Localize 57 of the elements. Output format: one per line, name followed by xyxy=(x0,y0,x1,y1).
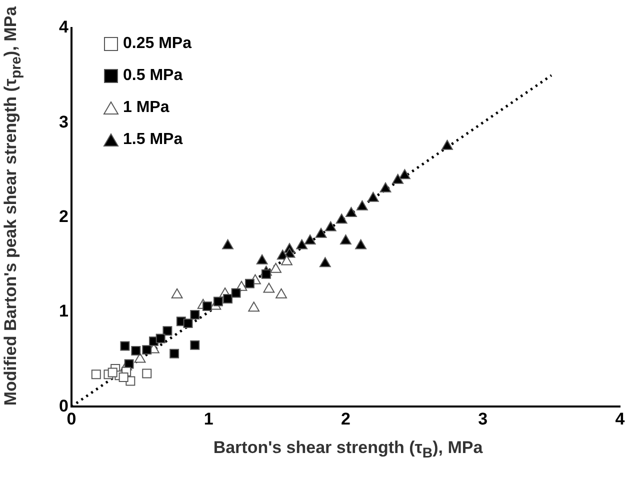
x-tick-label: 2 xyxy=(340,409,350,428)
point xyxy=(336,214,348,224)
point xyxy=(244,278,254,288)
y-tick-label: 3 xyxy=(58,112,68,132)
point xyxy=(134,352,146,363)
point xyxy=(223,294,233,304)
point xyxy=(270,262,282,273)
point xyxy=(120,341,130,351)
point xyxy=(380,182,392,192)
y-tick-label: 2 xyxy=(58,206,68,226)
point xyxy=(304,234,316,244)
y-tick-label: 4 xyxy=(58,18,69,37)
point xyxy=(319,257,331,268)
point xyxy=(315,228,327,238)
point xyxy=(356,200,368,210)
point xyxy=(367,192,379,202)
point xyxy=(399,169,410,180)
point xyxy=(118,372,128,382)
legend-label: 0.25 MPa xyxy=(123,35,192,53)
point xyxy=(324,221,336,232)
point xyxy=(355,239,367,250)
point xyxy=(263,282,275,293)
point xyxy=(142,345,152,355)
point xyxy=(296,239,308,250)
point xyxy=(142,368,152,378)
point xyxy=(256,254,268,264)
x-tick-label: 1 xyxy=(204,409,214,428)
point xyxy=(162,326,172,336)
point xyxy=(248,302,260,312)
point xyxy=(392,174,404,184)
point xyxy=(261,269,271,279)
point xyxy=(231,288,241,298)
legend-label: 1.5 MPa xyxy=(123,131,183,149)
point xyxy=(91,370,101,380)
point xyxy=(346,207,357,218)
point xyxy=(190,340,200,350)
point xyxy=(156,334,166,344)
point xyxy=(131,346,141,356)
point xyxy=(222,239,234,250)
point xyxy=(108,368,118,378)
point xyxy=(442,140,453,150)
point xyxy=(171,288,183,298)
point xyxy=(202,302,212,312)
point xyxy=(170,348,180,358)
legend-label: 0.5 MPa xyxy=(123,67,183,85)
x-tick-label: 3 xyxy=(478,409,488,428)
point xyxy=(190,310,200,320)
point xyxy=(276,288,287,298)
x-tick-label: 4 xyxy=(615,409,626,428)
point xyxy=(281,255,292,266)
y-tick-label: 0 xyxy=(58,396,68,416)
point xyxy=(340,234,352,244)
y-tick-label: 1 xyxy=(58,302,68,321)
legend-label: 1 MPa xyxy=(123,99,170,117)
x-axis-title: Barton's shear strength (τ$_{B}$), MPa xyxy=(212,438,484,462)
point xyxy=(183,318,193,328)
point xyxy=(213,296,223,306)
